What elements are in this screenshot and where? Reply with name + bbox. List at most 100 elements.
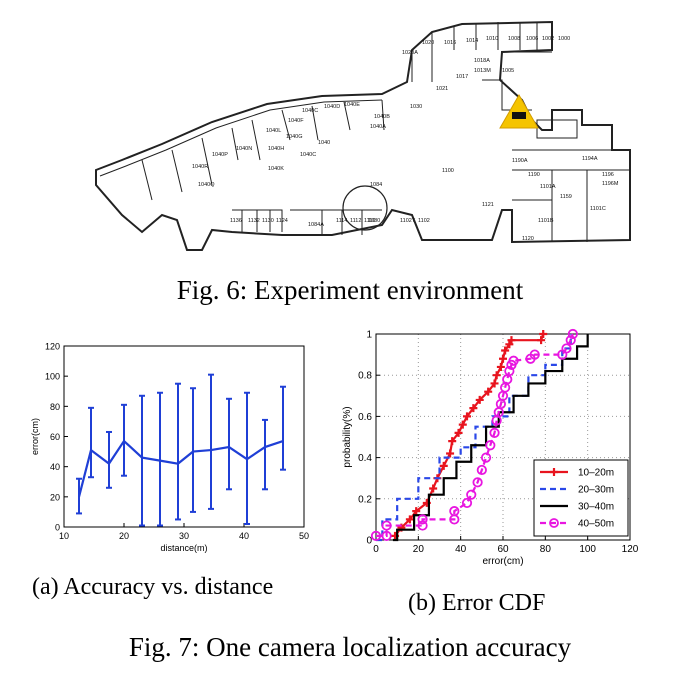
fig7a-subcaption: (a) Accuracy vs. distance [32, 574, 274, 600]
room-label: 1040Q [198, 182, 215, 188]
plan-inner-wall [99, 99, 383, 177]
floor-plan-drawing: 1020 1016 1014 1010 1008 1006 1002 1000 1020A 101… [95, 20, 631, 251]
cdf-line [376, 334, 572, 542]
plan-outline [95, 20, 631, 251]
plot-frame [63, 345, 305, 528]
room-label: 1132 [248, 218, 260, 224]
room-label: 1040E [344, 102, 360, 108]
room-label: 1016 [444, 40, 456, 46]
x-axis-label: distance(m) [160, 543, 207, 553]
fig7b-subcaption: (b) Error CDF [408, 590, 546, 616]
room-label: 1196 [602, 172, 614, 178]
room-label: 1020 [422, 40, 434, 46]
x-tick-label: 40 [455, 544, 467, 555]
room-label: 1100 [442, 168, 454, 174]
y-tick-label: 20 [50, 492, 60, 502]
room-label: 1190A [512, 158, 528, 164]
room-label: 1040K [268, 166, 284, 172]
room-label: 1010 [486, 36, 498, 42]
room-label: 1005 [502, 68, 514, 74]
x-tick-label: 100 [579, 544, 596, 555]
y-tick-label: 0.4 [358, 453, 372, 464]
legend-label: 10–20m [578, 468, 614, 479]
x-tick-label: 10 [59, 531, 69, 541]
room-label: 1040B [374, 114, 390, 120]
plan-east-rooms [512, 149, 630, 242]
plus-marker [429, 484, 438, 493]
room-label: 1040H [268, 146, 284, 152]
room-label: 1080 [368, 218, 380, 224]
y-tick-label: 0.2 [358, 494, 372, 505]
circle-marker [461, 497, 473, 509]
plan-south-rooms [232, 209, 382, 235]
circle-marker [529, 349, 540, 360]
circle-marker [476, 464, 487, 476]
plus-marker [458, 420, 467, 429]
y-tick-label: 40 [50, 462, 60, 472]
room-label: 1021 [436, 86, 448, 92]
y-tick-label: 0.6 [358, 412, 372, 423]
x-tick-label: 0 [373, 544, 379, 555]
room-label: 1112 [350, 218, 361, 224]
room-label: 1040D [324, 104, 340, 110]
y-tick-label: 0.8 [358, 371, 372, 382]
room-label: 1196M [602, 181, 619, 187]
x-tick-label: 20 [119, 531, 129, 541]
plus-marker [501, 346, 510, 355]
plan-rotunda [342, 185, 388, 231]
plus-marker [490, 379, 499, 388]
fig7-caption: Fig. 7: One camera localization accuracy [128, 632, 572, 662]
circle-marker [417, 520, 428, 531]
plus-marker [505, 340, 514, 349]
legend-label: 40–50m [578, 519, 614, 530]
room-label: 1190 [528, 172, 540, 178]
room-label: 1101B [538, 218, 554, 224]
accuracy-vs-distance-chart: 10 20 30 40 50 0 20 40 60 80 100 120 distance(m) erro… [30, 342, 309, 554]
y-tick-label: 60 [50, 432, 60, 442]
room-label: 1121 [482, 202, 494, 208]
room-label: 1013M [474, 68, 491, 74]
plus-marker [454, 428, 463, 437]
legend-marker [549, 518, 559, 528]
room-label: 1008 [508, 36, 520, 42]
room-label: 1159 [560, 194, 572, 200]
y-tick-label: 80 [50, 402, 60, 412]
room-label: 1040N [236, 146, 252, 152]
circle-marker [565, 335, 576, 346]
cdf-line [376, 333, 574, 537]
x-tick-label: 60 [497, 544, 509, 555]
y-axis-label: error(cm) [30, 418, 40, 455]
circle-marker [449, 506, 460, 517]
plus-marker [492, 371, 501, 380]
plan-north-rooms [411, 22, 552, 111]
plus-marker [539, 330, 548, 338]
legend-label: 20–30m [578, 485, 614, 496]
room-label: 1040P [212, 152, 228, 158]
room-label: 1114 [336, 218, 347, 224]
room-label: 1124 [276, 218, 288, 224]
room-label: 1002 [542, 36, 554, 42]
room-label: 1120 [522, 236, 534, 242]
circle-marker [567, 328, 578, 340]
x-tick-label: 20 [413, 544, 425, 555]
room-label: 1000 [558, 36, 570, 42]
circle-marker [466, 489, 477, 500]
plus-marker [499, 354, 507, 363]
x-tick-label: 120 [622, 544, 639, 555]
room-label: 1101A [540, 184, 556, 190]
y-tick-label: 0 [366, 536, 372, 547]
y-axis-label: probability(%) [342, 406, 353, 467]
room-label: 1017 [456, 74, 468, 80]
room-label: 1102T [400, 218, 416, 224]
circle-marker [417, 514, 428, 525]
circle-marker [381, 520, 392, 531]
room-label: 1040L [266, 128, 281, 134]
room-label: 1040F [288, 118, 304, 124]
circle-marker [370, 530, 382, 541]
x-tick-label: 50 [299, 531, 309, 541]
y-tick-label: 120 [45, 342, 60, 352]
room-label: 1040 [318, 140, 330, 146]
y-tick-label: 100 [45, 372, 60, 382]
room-label: 1136 [230, 218, 242, 224]
room-label: 1194A [582, 156, 598, 162]
